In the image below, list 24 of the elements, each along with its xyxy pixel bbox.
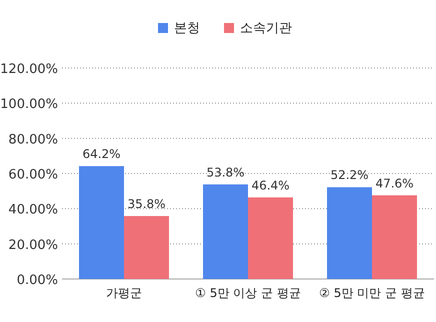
y-tick-label: 60.00%	[8, 168, 58, 182]
legend-label: 소속기관	[240, 21, 292, 36]
y-tick-label: 40.00%	[8, 202, 58, 218]
bar	[79, 166, 124, 279]
data-label: 46.4%	[251, 178, 290, 192]
y-tick-label: 20.00%	[8, 238, 58, 253]
data-label: 35.8%	[127, 197, 166, 212]
y-tick-label: 100.00%	[0, 97, 58, 112]
data-label: 47.6%	[375, 176, 414, 190]
y-tick-label: 0.00%	[16, 273, 58, 288]
bar	[372, 195, 417, 279]
bar	[327, 187, 372, 279]
bar	[248, 197, 293, 279]
bar	[124, 216, 169, 279]
data-label: 53.8%	[206, 165, 245, 180]
legend-label: 본청	[174, 21, 200, 36]
y-tick-label: 120.00%	[0, 62, 58, 77]
y-tick-label: 80.00%	[8, 132, 58, 148]
data-label: 52.2%	[330, 168, 369, 182]
bar	[203, 184, 248, 279]
x-tick-label: ② 5만 미만 군 평균	[319, 286, 425, 300]
x-tick-label: 가평군	[106, 286, 142, 300]
x-tick-label: ① 5만 이상 군 평균	[195, 286, 301, 300]
data-label: 64.2%	[82, 147, 121, 162]
